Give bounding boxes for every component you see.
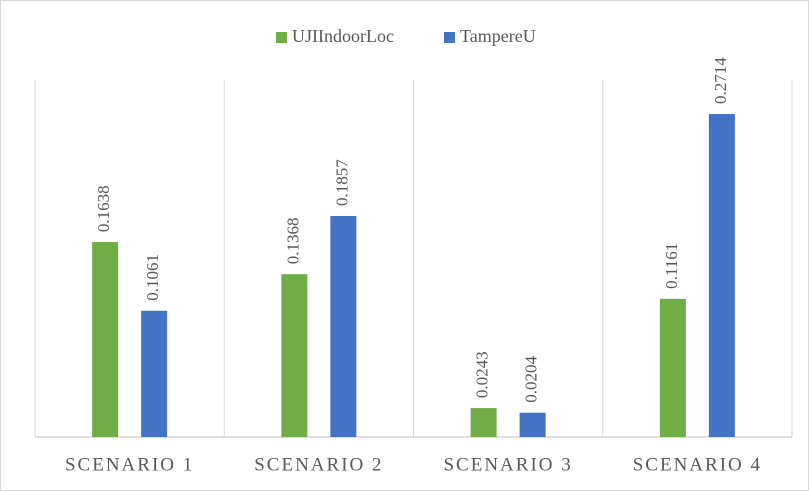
data-label: 0.0204 bbox=[522, 355, 541, 402]
data-label: 0.0243 bbox=[473, 351, 492, 398]
bar bbox=[330, 216, 357, 437]
bar bbox=[519, 412, 546, 437]
bar bbox=[470, 408, 497, 437]
x-tick-label: SCENARIO 1 bbox=[65, 454, 194, 475]
data-label: 0.1368 bbox=[283, 217, 302, 264]
bar bbox=[141, 310, 168, 437]
legend-swatch bbox=[444, 32, 455, 43]
bar bbox=[281, 274, 308, 437]
data-label: 0.2714 bbox=[711, 57, 730, 104]
x-tick-label: SCENARIO 4 bbox=[633, 454, 762, 475]
data-label: 0.1638 bbox=[94, 185, 113, 232]
legend-label: UJIIndoorLoc bbox=[292, 26, 394, 46]
bar bbox=[708, 114, 735, 437]
legend-swatch bbox=[276, 32, 287, 43]
bar bbox=[659, 298, 686, 437]
data-label: 0.1061 bbox=[143, 254, 162, 301]
bar bbox=[92, 242, 119, 437]
data-label: 0.1161 bbox=[662, 243, 681, 289]
data-label: 0.1857 bbox=[332, 159, 351, 206]
x-tick-label: SCENARIO 3 bbox=[443, 454, 572, 475]
x-tick-label: SCENARIO 2 bbox=[254, 454, 383, 475]
legend-label: TampereU bbox=[460, 26, 536, 46]
